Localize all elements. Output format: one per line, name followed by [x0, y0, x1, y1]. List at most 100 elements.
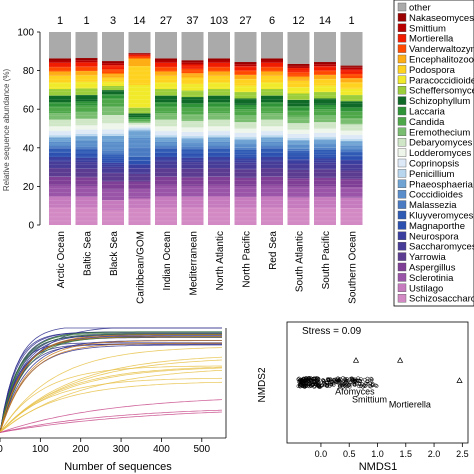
nmds-point [355, 378, 360, 383]
x-tick-label: Red Sea [268, 231, 279, 270]
bar-segment [181, 103, 204, 108]
bar-segment [287, 93, 310, 100]
bar-segment [155, 58, 177, 61]
bar-segment [340, 138, 363, 142]
legend-label: Candida [409, 117, 445, 128]
rarefaction-curve [0, 331, 222, 433]
bar-segment [261, 62, 283, 68]
bar-segment [181, 64, 204, 69]
bar-segment [102, 210, 124, 225]
bar-segment [102, 98, 124, 107]
bar-segment [208, 82, 230, 90]
bar-segment [181, 84, 204, 91]
legend-label: Magnaporthe [409, 221, 465, 232]
bar-segment [128, 32, 151, 53]
bar-segment [261, 71, 283, 76]
bar-segment [181, 136, 204, 139]
bar-segment [340, 124, 363, 131]
bar-segment [75, 94, 98, 102]
bar-segment [102, 141, 124, 151]
rarefaction-curve [0, 342, 222, 433]
x-tick-label: North Pacific [242, 231, 253, 288]
rarefaction-curve [0, 359, 223, 433]
bar-segment [155, 157, 177, 162]
bar-segment [155, 176, 177, 186]
rarefaction-curve [0, 399, 223, 433]
bar-segment [287, 148, 310, 151]
bar-segment [261, 113, 283, 120]
bar-segment [314, 137, 336, 140]
bar-segment [102, 63, 124, 66]
bar-segment [340, 149, 363, 152]
legend-label: Paracoccidioides [409, 75, 474, 86]
x-tick-label: Baltic Sea [83, 231, 94, 276]
x-tick-label: Indian Ocean [162, 231, 173, 291]
bar-segment [75, 133, 98, 137]
nmds-point [358, 378, 363, 383]
bar-segment [102, 133, 124, 136]
bar-segment [314, 74, 336, 80]
bar-segment [49, 102, 71, 107]
bar-segment [181, 62, 204, 65]
x-tick-label: South Pacific [321, 231, 332, 289]
bar-segment [261, 176, 283, 186]
bar-segment [75, 168, 98, 178]
nmds-point [345, 379, 349, 383]
legend-label: Phaeosphaeria [409, 179, 474, 190]
rarefaction-curve [0, 366, 223, 433]
nmds-point [316, 380, 321, 384]
bar-segment [208, 102, 230, 107]
nmds-point [347, 384, 352, 389]
x-tick-label: 0.5 [343, 449, 356, 459]
legend-swatch [397, 210, 407, 220]
bar-segment [287, 72, 310, 77]
sample-count: 103 [210, 15, 228, 27]
bar-segment [234, 139, 257, 144]
rarefaction-curve [0, 342, 222, 433]
bar-segment [155, 141, 177, 147]
bar-segment [287, 133, 310, 139]
bar-segment [314, 197, 336, 208]
bar-segment [155, 102, 177, 107]
bar-stack [314, 32, 336, 225]
bar-segment [128, 107, 151, 114]
nmds-point [338, 385, 343, 389]
bar-segment [208, 32, 230, 59]
y-tick-label: 80 [23, 66, 35, 77]
nmds-point [345, 377, 349, 381]
bar-segment [314, 158, 336, 163]
bar-segment [314, 109, 336, 116]
rarefaction-curve [0, 333, 222, 433]
bar-segment [208, 62, 230, 68]
bar-segment [102, 61, 124, 64]
rarefaction-curve [0, 381, 223, 433]
bar-segment [234, 154, 257, 159]
legend-swatch [397, 34, 407, 43]
bar-segment [75, 118, 98, 126]
bar-segment [155, 95, 177, 103]
bar-segment [234, 158, 257, 163]
bar-segment [75, 196, 98, 208]
sample-count: 3 [110, 15, 116, 27]
legend-label: Ustilago [409, 283, 443, 294]
sample-count: 6 [269, 15, 275, 27]
bar-segment [261, 95, 283, 103]
nmds-point [308, 380, 312, 384]
bar-segment [340, 82, 363, 89]
bar-segment [314, 92, 336, 99]
bar-segment [340, 88, 363, 95]
legend-swatch [397, 221, 407, 230]
bar-segment [128, 147, 151, 157]
rarefaction-curve [0, 340, 222, 433]
bar-segment [314, 62, 336, 65]
bar-segment [287, 169, 310, 179]
bar-segment [340, 178, 363, 188]
bar-segment [181, 114, 204, 121]
legend-label: Scheffersomyces [409, 86, 474, 97]
bar-segment [128, 181, 151, 190]
point-label: Smittium [352, 395, 387, 405]
sample-count: 14 [319, 15, 331, 27]
nmds-point [348, 380, 353, 385]
bar-segment [340, 208, 363, 225]
